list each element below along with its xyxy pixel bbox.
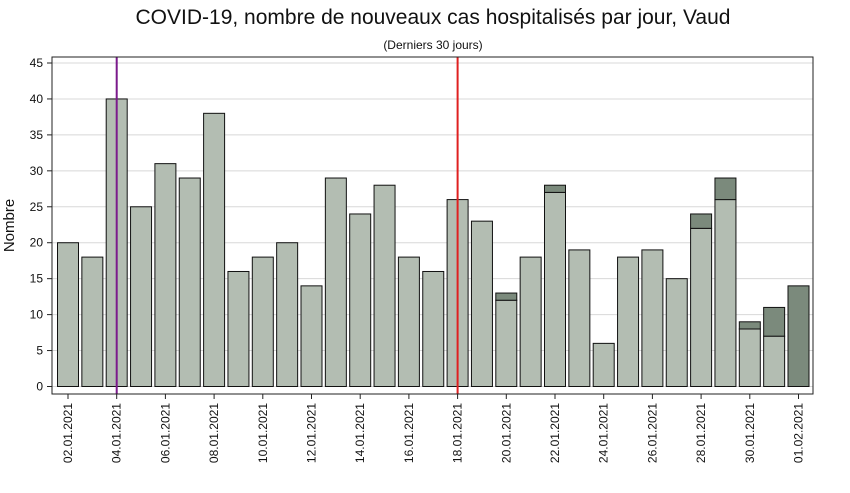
x-tick-label: 16.01.2021	[402, 403, 416, 463]
bar-base	[57, 242, 79, 387]
bar-top	[738, 321, 761, 330]
bar-base	[470, 220, 493, 387]
x-tick-label: 10.01.2021	[256, 403, 270, 463]
y-tick-label: 35	[30, 128, 44, 142]
x-tick-label: 01.02.2021	[792, 403, 806, 463]
x-axis: 02.01.2021 04.01.2021 06.01.2021 08.01.2021…	[61, 394, 806, 463]
bar-top	[495, 292, 518, 301]
y-tick-label: 40	[30, 92, 44, 106]
x-tick-label: 06.01.2021	[158, 403, 172, 463]
y-tick-label: 45	[30, 56, 44, 70]
bar-base	[738, 328, 761, 388]
bar-base	[130, 206, 153, 387]
chart-title: COVID-19, nombre de nouveaux cas hospita…	[135, 6, 731, 29]
x-tick-label: 24.01.2021	[597, 403, 611, 463]
plot-frame	[51, 56, 814, 395]
bar-base	[641, 249, 664, 387]
bar-top	[714, 177, 737, 201]
bar-base	[617, 256, 640, 387]
bar-base	[251, 256, 274, 387]
x-tick-label: 14.01.2021	[353, 403, 367, 463]
bar-base	[544, 191, 566, 387]
bar-base	[665, 278, 688, 387]
y-tick-label: 5	[36, 344, 43, 358]
x-tick-label: 26.01.2021	[645, 403, 659, 463]
y-axis: 0 5 10 15 20 25 30 35 40 45	[30, 56, 52, 394]
y-tick-label: 15	[30, 272, 44, 286]
x-tick-label: 20.01.2021	[499, 403, 513, 463]
bar-base	[568, 249, 591, 387]
bar-top	[544, 184, 566, 193]
y-axis-label: Nombre	[1, 199, 18, 252]
bar-base	[519, 256, 542, 387]
reference-lines	[115, 57, 459, 394]
bar-base	[81, 256, 104, 387]
y-tick-label: 0	[36, 380, 43, 394]
y-tick-label: 25	[30, 200, 44, 214]
bar-base	[349, 213, 372, 387]
y-tick-label: 20	[30, 236, 44, 250]
x-tick-label: 04.01.2021	[110, 403, 124, 463]
chart-subtitle: (Derniers 30 jours)	[383, 38, 483, 52]
bar-base	[178, 177, 201, 387]
bar-base	[324, 177, 347, 387]
bar-top	[763, 306, 786, 337]
x-tick-label: 12.01.2021	[305, 403, 319, 463]
bar-base	[203, 112, 226, 387]
bar-base	[763, 335, 786, 387]
y-tick-label: 30	[30, 164, 44, 178]
y-tick-label: 10	[30, 308, 44, 322]
bar-base	[227, 270, 250, 388]
bar-base	[276, 242, 299, 387]
bar-base	[690, 227, 713, 387]
x-tick-label: 30.01.2021	[743, 403, 757, 463]
x-tick-label: 28.01.2021	[694, 403, 708, 463]
bar-base	[422, 270, 445, 388]
x-tick-label: 08.01.2021	[207, 403, 221, 463]
bar-base	[154, 163, 177, 387]
bar-base	[300, 285, 323, 388]
bar-base	[495, 299, 518, 388]
bars	[57, 98, 810, 388]
bar-base	[592, 342, 615, 388]
x-tick-label: 02.01.2021	[61, 403, 75, 463]
bar-top	[787, 285, 810, 388]
x-tick-label: 22.01.2021	[548, 403, 562, 463]
bar-base	[373, 184, 396, 387]
bar-base	[714, 199, 737, 387]
bar-base	[397, 256, 420, 387]
bar-top	[690, 213, 713, 229]
x-tick-label: 18.01.2021	[451, 403, 465, 463]
